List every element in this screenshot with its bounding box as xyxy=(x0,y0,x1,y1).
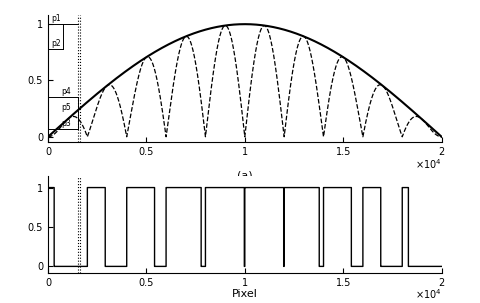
Text: $\times 10^4$: $\times 10^4$ xyxy=(415,158,442,171)
Text: (a): (a) xyxy=(237,170,252,180)
Text: $\times 10^4$: $\times 10^4$ xyxy=(415,287,442,301)
Text: p5: p5 xyxy=(61,103,71,112)
Text: p4: p4 xyxy=(61,87,71,96)
Text: p3: p3 xyxy=(61,119,71,128)
X-axis label: Pixel: Pixel xyxy=(232,289,258,299)
Text: p2: p2 xyxy=(51,39,61,48)
Text: p1: p1 xyxy=(51,14,61,23)
